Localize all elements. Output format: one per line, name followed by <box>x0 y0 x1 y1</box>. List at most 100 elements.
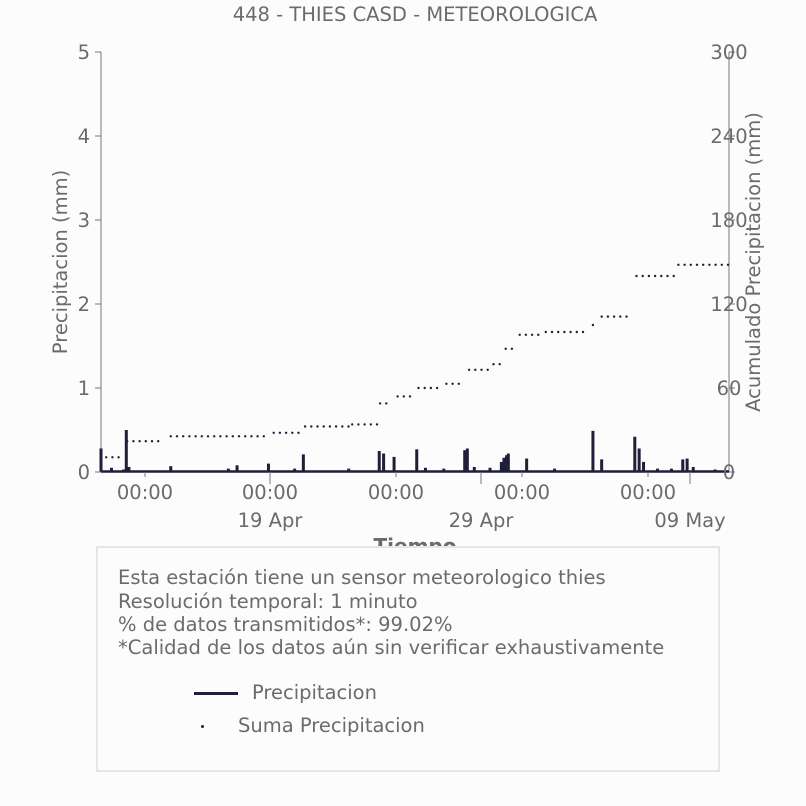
cumulative-point <box>250 435 253 438</box>
cumulative-point <box>660 274 663 278</box>
cumulative-point <box>457 382 460 385</box>
cumulative-point <box>237 435 241 438</box>
precipitation-bar <box>600 459 604 472</box>
cumulative-point <box>467 368 471 371</box>
info-box: Esta estación tiene un sensor meteorolog… <box>96 546 720 772</box>
x-major-tick-label: 29 Apr <box>449 509 515 532</box>
precipitation-bar <box>691 466 695 472</box>
cumulative-point <box>619 315 622 318</box>
precipitation-bar <box>442 468 446 472</box>
cumulative-point <box>702 263 705 266</box>
precipitation-bar <box>382 453 386 472</box>
cumulative-point <box>569 330 572 334</box>
y-right-tick-label: 180 <box>710 209 747 232</box>
cumulative-point <box>524 333 528 336</box>
cumulative-point <box>429 386 433 390</box>
precipitation-bar <box>377 451 381 472</box>
cumulative-point <box>510 347 514 350</box>
legend-label-precipitacion: Precipitacion <box>252 681 377 704</box>
y-left-tick-label: 0 <box>78 461 90 484</box>
cumulative-point <box>341 425 344 428</box>
precipitation-bar <box>235 465 239 472</box>
cumulative-point <box>297 431 300 434</box>
cumulative-point <box>284 431 288 434</box>
precipitation-bar <box>226 468 230 472</box>
precipitation-bar <box>642 461 646 472</box>
legend-item-suma: Suma Precipitacion <box>194 714 425 737</box>
precipitation-bar <box>506 453 510 472</box>
cumulative-point <box>563 330 566 334</box>
y-left-tick-label: 4 <box>78 125 90 148</box>
cumulative-point <box>157 440 160 443</box>
x-axis-label: Tiempo <box>374 534 457 546</box>
plot-axes <box>100 52 730 473</box>
cumulative-point <box>683 263 686 266</box>
cumulative-point <box>231 435 234 438</box>
precipitation-bar <box>525 458 529 472</box>
cumulative-point <box>375 423 379 426</box>
cumulative-point <box>591 323 595 327</box>
precipitation-bar <box>553 468 557 472</box>
precipitation-bar <box>488 467 492 472</box>
cumulative-point <box>334 425 338 428</box>
cumulative-point <box>695 263 699 266</box>
y-left-tick-label: 2 <box>78 293 90 316</box>
precipitation-bar <box>415 449 419 472</box>
cumulative-point <box>612 315 616 318</box>
cumulative-point <box>689 263 692 266</box>
cumulative-point <box>138 440 141 443</box>
cumulative-point <box>144 440 147 443</box>
x-minor-tick-label: 00:00 <box>620 481 676 504</box>
info-line-quality: *Calidad de los datos aún sin verificar … <box>118 636 665 659</box>
x-major-tick-label: 19 Apr <box>238 509 304 532</box>
precipitation-bar <box>499 461 503 472</box>
info-line-sensor: Esta estación tiene un sensor meteorolog… <box>118 566 606 589</box>
cumulative-point <box>544 330 547 334</box>
precipitation-bar <box>502 457 506 472</box>
cumulative-point <box>606 315 610 318</box>
cumulative-point <box>322 425 325 428</box>
legend-line-icon <box>194 692 238 695</box>
cumulative-point <box>369 423 372 426</box>
y-axis-right-label: Acumulado Precipitacion (mm) <box>742 112 765 412</box>
cumulative-point <box>550 330 554 334</box>
cumulative-point <box>480 368 483 371</box>
precipitation-bar <box>301 454 305 472</box>
cumulative-point <box>363 423 366 426</box>
precipitation-bar <box>169 466 173 472</box>
cumulative-point <box>310 425 313 428</box>
cumulative-point <box>498 363 501 366</box>
cumulative-point <box>303 425 307 428</box>
cumulative-point <box>435 386 439 390</box>
cumulative-point <box>557 330 560 334</box>
precipitation-bar <box>505 455 509 472</box>
cumulative-point <box>575 330 578 334</box>
precipitation-bars <box>99 430 729 473</box>
cumulative-dots <box>105 263 730 459</box>
cumulative-point <box>385 402 388 405</box>
precipitation-bar <box>465 448 469 472</box>
info-line-transmitted: % de datos transmitidos*: 99.02% <box>118 613 453 636</box>
cumulative-point <box>150 440 154 443</box>
precipitation-bar <box>109 467 113 472</box>
chart-title: 448 - THIES CASD - METEOROLOGICA <box>233 3 598 26</box>
cumulative-point <box>423 386 426 390</box>
cumulative-point <box>105 456 108 459</box>
cumulative-point <box>417 386 420 390</box>
cumulative-point <box>194 435 197 438</box>
y-right-tick-label: 0 <box>723 461 735 484</box>
cumulative-point <box>244 435 247 438</box>
x-minor-tick-label: 00:00 <box>117 481 173 504</box>
x-major-tick-label: 09 May <box>654 509 725 532</box>
cumulative-point <box>213 435 216 438</box>
y-right-tick-label: 300 <box>710 41 747 64</box>
cumulative-point <box>726 263 730 266</box>
precipitation-bar <box>392 456 396 472</box>
precipitation-bar <box>293 468 297 472</box>
cumulative-point <box>316 425 319 428</box>
precipitation-bar <box>685 458 689 472</box>
precipitation-bar <box>633 436 637 472</box>
cumulative-point <box>132 440 135 443</box>
cumulative-point <box>672 274 675 278</box>
precipitation-bar <box>124 430 128 472</box>
